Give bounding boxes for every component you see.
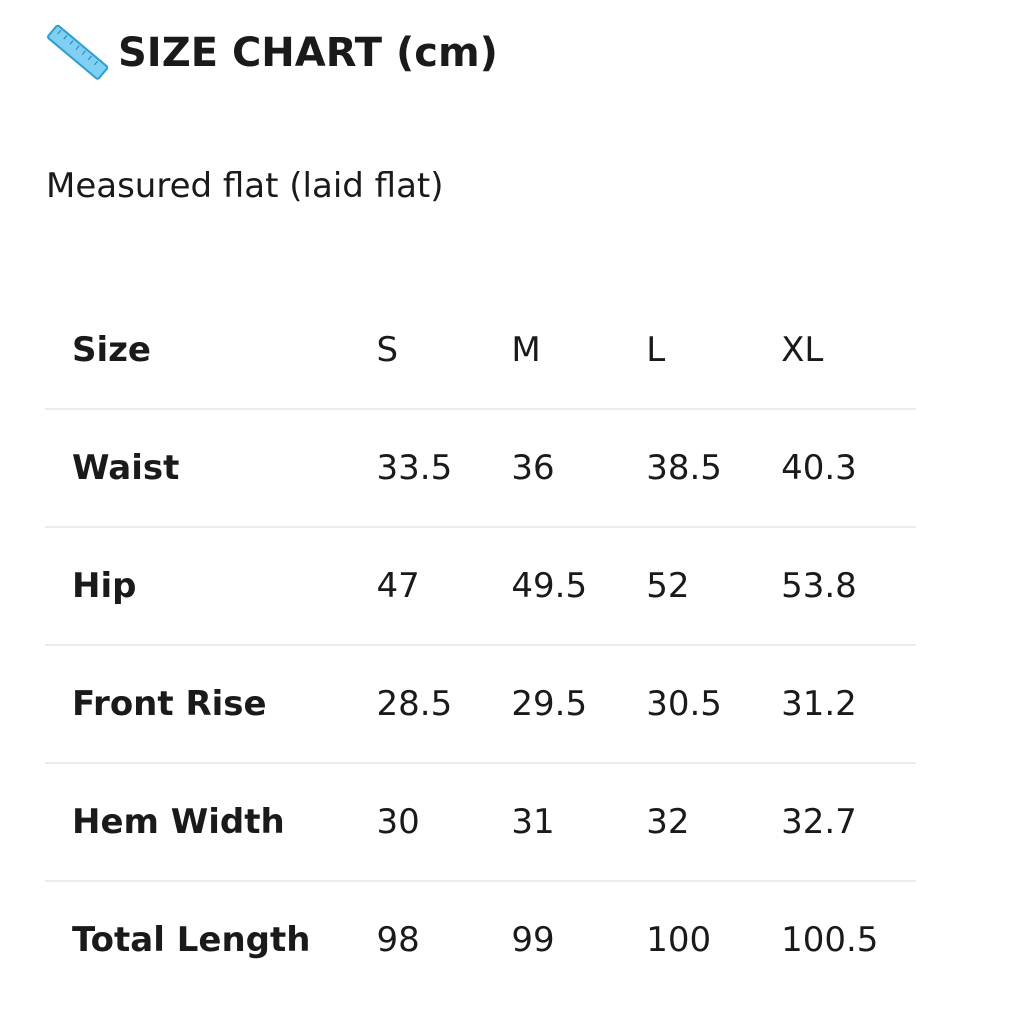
- table-row: Hip 47 49.5 52 53.8: [45, 527, 916, 645]
- row-label: Waist: [72, 448, 180, 488]
- table-cell: 99: [511, 920, 555, 960]
- header-cell: Size: [72, 330, 151, 370]
- table-cell: S: [376, 330, 399, 370]
- table-cell: 98: [376, 920, 420, 960]
- table-cell: 32.7: [781, 802, 857, 842]
- table-cell: L: [646, 330, 666, 370]
- table-cell: 49.5: [511, 566, 588, 606]
- table-cell: 32: [646, 802, 690, 842]
- header-row: Size S M L XL: [45, 292, 916, 409]
- row-label: Front Rise: [72, 684, 267, 724]
- page-title: SIZE CHART (cm): [46, 24, 498, 82]
- table-row: Total Length 98 99 100 100.5: [45, 881, 916, 998]
- subtitle: Measured flat (laid flat): [46, 166, 444, 206]
- table-cell: 40.3: [781, 448, 857, 488]
- title-text: SIZE CHART (cm): [118, 30, 498, 76]
- table-row: Waist 33.5 36 38.5 40.3: [45, 409, 916, 527]
- table-cell: 100: [646, 920, 712, 960]
- table-cell: XL: [781, 330, 824, 370]
- table-cell: 30.5: [646, 684, 722, 724]
- row-label: Hip: [72, 566, 137, 606]
- ruler-icon: [47, 24, 108, 80]
- table-row: Hem Width 30 31 32 32.7: [45, 763, 916, 881]
- table-cell: 28.5: [376, 684, 453, 724]
- table-cell: 100.5: [781, 920, 879, 960]
- size-chart-table: Size S M L XL Waist 33.5 36 38.5 40.3 Hip 47 49.5 52 5…: [45, 292, 916, 998]
- table-cell: 33.5: [376, 448, 453, 488]
- table-cell: 53.8: [781, 566, 857, 606]
- row-label: Hem Width: [72, 802, 285, 842]
- table-cell: M: [511, 330, 541, 370]
- row-label: Total Length: [72, 920, 311, 960]
- table-cell: 31: [511, 802, 555, 842]
- table-cell: 38.5: [646, 448, 722, 488]
- table-row: Front Rise 28.5 29.5 30.5 31.2: [45, 645, 916, 763]
- table-cell: 36: [511, 448, 555, 488]
- table-cell: 30: [376, 802, 420, 842]
- table-cell: 29.5: [511, 684, 588, 724]
- table-cell: 47: [376, 566, 420, 606]
- table-cell: 52: [646, 566, 690, 606]
- table-cell: 31.2: [781, 684, 857, 724]
